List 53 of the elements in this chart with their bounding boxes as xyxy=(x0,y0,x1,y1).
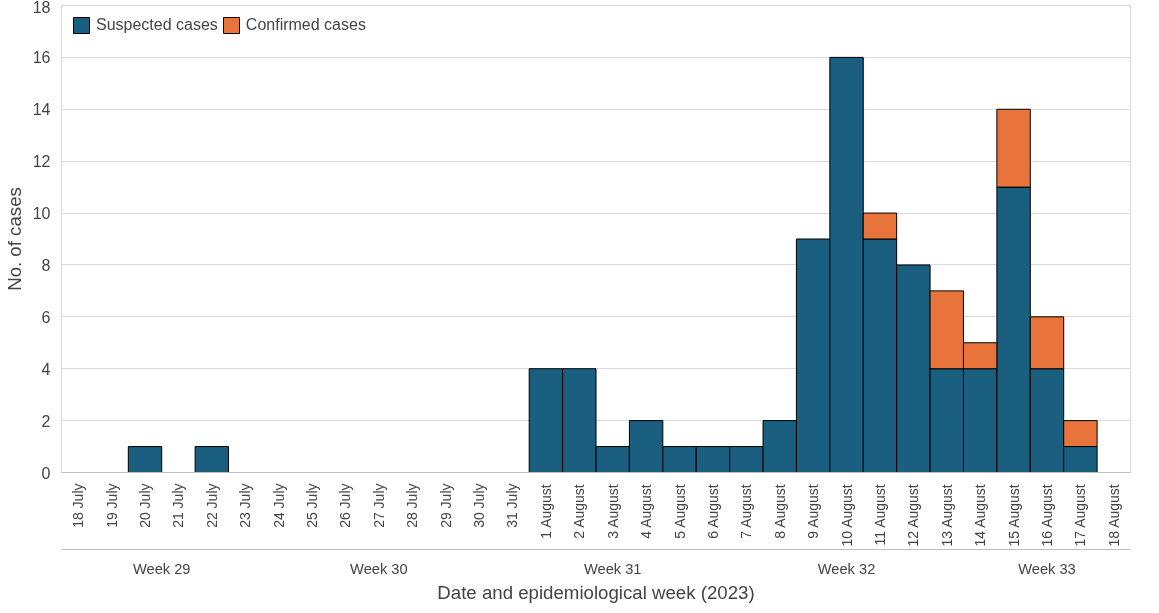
x-tick-label: 10 August xyxy=(838,484,855,547)
x-tick-label: 22 July xyxy=(203,483,220,528)
x-tick-label: 21 July xyxy=(170,483,187,528)
y-tick-label: 2 xyxy=(41,412,51,430)
x-tick-label: 30 July xyxy=(471,483,488,528)
legend-label: Confirmed cases xyxy=(245,16,366,34)
text: Week 31 xyxy=(583,560,642,577)
y-tick-label: 6 xyxy=(41,308,51,326)
y-tick-label: 16 xyxy=(32,49,51,67)
bar xyxy=(194,446,230,473)
x-tick-label: 20 July xyxy=(137,483,154,528)
text: Week 33 xyxy=(1018,560,1076,577)
x-tick-label: 18 July xyxy=(70,483,87,528)
y-axis-title: No. of cases xyxy=(3,187,25,291)
x-tick-label: 19 July xyxy=(103,483,120,528)
x-tick-label: 14 August xyxy=(972,484,989,547)
x-tick-label: 31 July xyxy=(504,483,521,528)
x-tick-label: 23 July xyxy=(237,483,254,528)
text: Week 30 xyxy=(350,560,408,577)
y-tick-label: 10 xyxy=(32,205,51,223)
bar xyxy=(127,446,163,473)
y-tick-label: 8 xyxy=(41,256,51,274)
x-tick-label: 16 August xyxy=(1038,484,1055,547)
y-tick-label: 0 xyxy=(41,464,51,482)
x-tick-label: 29 July xyxy=(437,483,454,528)
x-tick-label: 4 August xyxy=(638,484,655,539)
y-tick-label: 14 xyxy=(32,101,51,119)
y-tick-label: 4 xyxy=(41,360,51,378)
x-tick-label: 13 August xyxy=(938,484,955,547)
x-tick-label: 25 July xyxy=(304,483,321,528)
x-tick-label: 8 August xyxy=(771,484,788,539)
y-tick-label: 12 xyxy=(32,153,51,171)
x-tick-label: 24 July xyxy=(270,483,287,528)
x-tick-label: 6 August xyxy=(704,484,721,539)
x-tick-label: 9 August xyxy=(805,484,822,539)
x-tick-label: 2 August xyxy=(571,484,588,539)
x-tick-label: 27 July xyxy=(370,483,387,528)
x-tick-label: 7 August xyxy=(738,484,755,539)
x-tick-label: 11 August xyxy=(871,484,888,546)
x-axis-title: Date and epidemiological week (2023) xyxy=(437,581,755,603)
x-tick-label: 26 July xyxy=(337,483,354,528)
text: Week 29 xyxy=(132,560,191,577)
y-tick-label: 18 xyxy=(32,0,51,16)
x-tick-label: 17 August xyxy=(1072,484,1089,547)
x-tick-label: 12 August xyxy=(905,484,922,547)
legend-label: Suspected cases xyxy=(96,16,218,34)
x-tick-label: 28 July xyxy=(404,483,421,528)
text: Week 32 xyxy=(817,560,876,577)
x-tick-label: 18 August xyxy=(1105,484,1122,547)
x-tick-label: 1 August xyxy=(537,484,554,539)
x-tick-label: 3 August xyxy=(604,484,621,539)
x-tick-label: 5 August xyxy=(671,484,688,539)
x-tick-label: 15 August xyxy=(1005,484,1022,547)
